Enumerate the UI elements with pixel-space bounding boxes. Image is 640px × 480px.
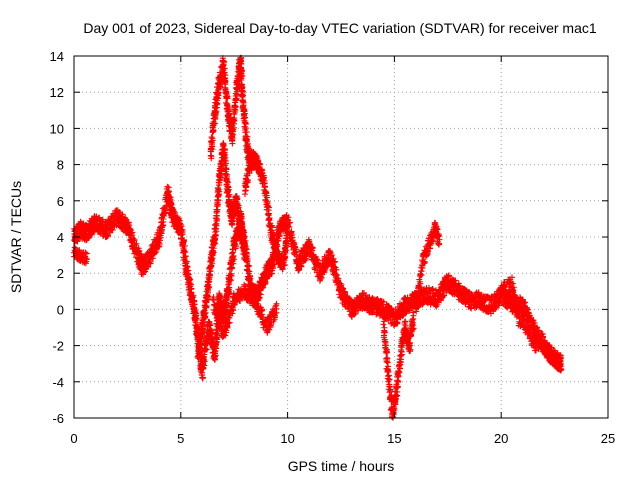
data-point <box>270 261 277 268</box>
data-point <box>158 226 165 233</box>
data-point <box>557 363 564 370</box>
data-point <box>380 298 387 305</box>
data-point <box>213 332 220 339</box>
data-point <box>558 366 565 373</box>
data-point <box>131 236 138 243</box>
data-point <box>298 263 305 270</box>
data-point <box>244 257 251 264</box>
data-points <box>71 54 565 421</box>
data-point <box>211 356 218 362</box>
data-point <box>88 231 95 238</box>
data-point <box>187 280 194 287</box>
data-point <box>178 223 185 230</box>
data-point <box>285 223 292 230</box>
data-point <box>199 374 206 381</box>
data-point <box>230 252 237 259</box>
data-point <box>530 317 537 324</box>
data-point <box>200 365 207 372</box>
data-point <box>262 278 269 285</box>
data-point <box>165 188 172 195</box>
data-point <box>182 253 189 260</box>
data-point <box>289 234 296 241</box>
data-point <box>324 262 331 269</box>
data-point <box>246 273 253 280</box>
data-point <box>208 134 215 141</box>
data-point <box>129 229 136 236</box>
data-point <box>328 252 335 259</box>
chart-title: Day 001 of 2023, Sidereal Day-to-day VTE… <box>83 20 596 36</box>
data-point <box>557 354 564 361</box>
data-point <box>332 258 339 265</box>
data-point <box>71 244 78 251</box>
data-point <box>260 284 267 291</box>
data-point <box>179 231 186 238</box>
data-point <box>246 268 253 275</box>
data-point <box>496 299 503 306</box>
data-point <box>160 218 167 225</box>
data-point <box>520 300 527 307</box>
data-point <box>142 268 149 275</box>
data-point <box>474 290 481 297</box>
data-point <box>126 222 133 229</box>
data-point <box>213 327 220 334</box>
data-point <box>288 228 295 235</box>
data-point <box>181 242 188 249</box>
data-point <box>157 234 164 241</box>
data-point <box>536 327 543 334</box>
data-point <box>317 273 324 280</box>
data-point <box>309 245 316 252</box>
data-point <box>257 291 264 298</box>
data-point <box>293 249 300 256</box>
data-point <box>286 224 293 231</box>
data-point <box>162 207 169 214</box>
data-point <box>232 242 239 249</box>
data-point <box>245 263 252 270</box>
data-point <box>315 260 322 267</box>
data-point <box>229 264 236 271</box>
data-point <box>213 340 220 347</box>
data-point <box>203 346 210 353</box>
data-point <box>207 152 214 159</box>
data-point <box>119 211 126 218</box>
data-point <box>201 358 208 365</box>
data-point <box>351 311 358 318</box>
data-point <box>207 330 214 337</box>
data-point <box>445 273 452 280</box>
data-point <box>388 305 395 312</box>
data-point <box>291 240 298 247</box>
data-point <box>217 293 224 300</box>
data-point <box>192 315 199 322</box>
data-point <box>213 345 220 352</box>
data-point <box>531 319 538 326</box>
data-point <box>246 262 253 269</box>
data-point <box>172 209 179 216</box>
data-point <box>330 259 337 266</box>
data-point <box>434 301 441 308</box>
data-point <box>180 237 187 244</box>
data-point <box>341 289 348 296</box>
data-point <box>185 271 192 278</box>
data-point <box>183 260 190 267</box>
data-point <box>259 285 266 292</box>
data-point <box>159 223 166 230</box>
data-point <box>228 272 235 279</box>
data-point <box>224 302 231 309</box>
data-point <box>123 216 130 223</box>
data-point <box>308 247 315 254</box>
